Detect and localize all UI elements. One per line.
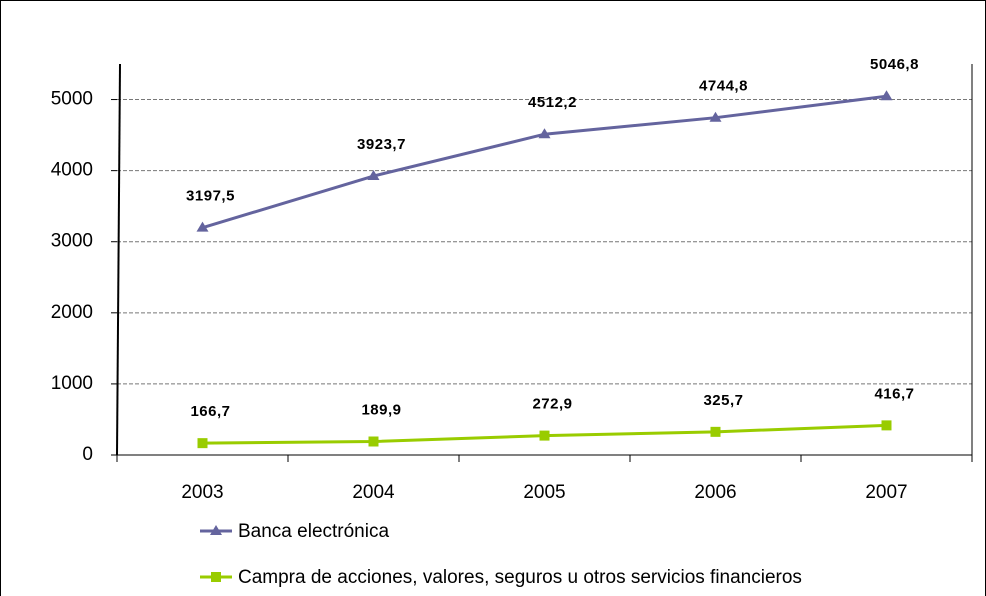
- x-tick-label: 2007: [865, 482, 907, 503]
- value-label: 4744,8: [699, 78, 748, 95]
- marker: [196, 221, 209, 232]
- x-tick-label: 2003: [181, 482, 223, 503]
- x-tick-label: 2005: [523, 482, 565, 503]
- y-tick-label: 1000: [51, 373, 93, 394]
- marker: [367, 170, 380, 181]
- value-label: 189,9: [361, 401, 401, 418]
- marker: [538, 128, 551, 139]
- y-tick-label: 4000: [51, 160, 93, 181]
- value-label: 5046,8: [870, 56, 919, 73]
- marker: [210, 525, 222, 535]
- marker: [197, 438, 208, 449]
- value-label: 272,9: [532, 396, 572, 413]
- y-tick-label: 2000: [51, 302, 93, 323]
- marker: [881, 420, 892, 431]
- value-label: 4512,2: [528, 94, 577, 111]
- y-tick-label: 0: [82, 444, 93, 465]
- legend-label: Banca electrónica: [238, 521, 389, 542]
- legend-label: Campra de acciones, valores, seguros u o…: [238, 567, 802, 588]
- x-tick-label: 2006: [694, 482, 736, 503]
- value-label: 416,7: [874, 385, 914, 402]
- value-label: 3923,7: [357, 136, 406, 153]
- y-tick-label: 3000: [51, 231, 93, 252]
- marker: [710, 426, 721, 437]
- marker: [211, 572, 221, 582]
- value-label: 3197,5: [186, 188, 235, 205]
- marker: [709, 111, 722, 122]
- marker: [539, 430, 550, 441]
- value-label: 166,7: [190, 403, 230, 420]
- x-tick-label: 2004: [352, 482, 395, 503]
- marker: [880, 90, 893, 101]
- value-label: 325,7: [703, 392, 743, 409]
- marker: [368, 436, 379, 447]
- y-axis: [116, 63, 121, 456]
- y-tick-label: 5000: [51, 89, 93, 110]
